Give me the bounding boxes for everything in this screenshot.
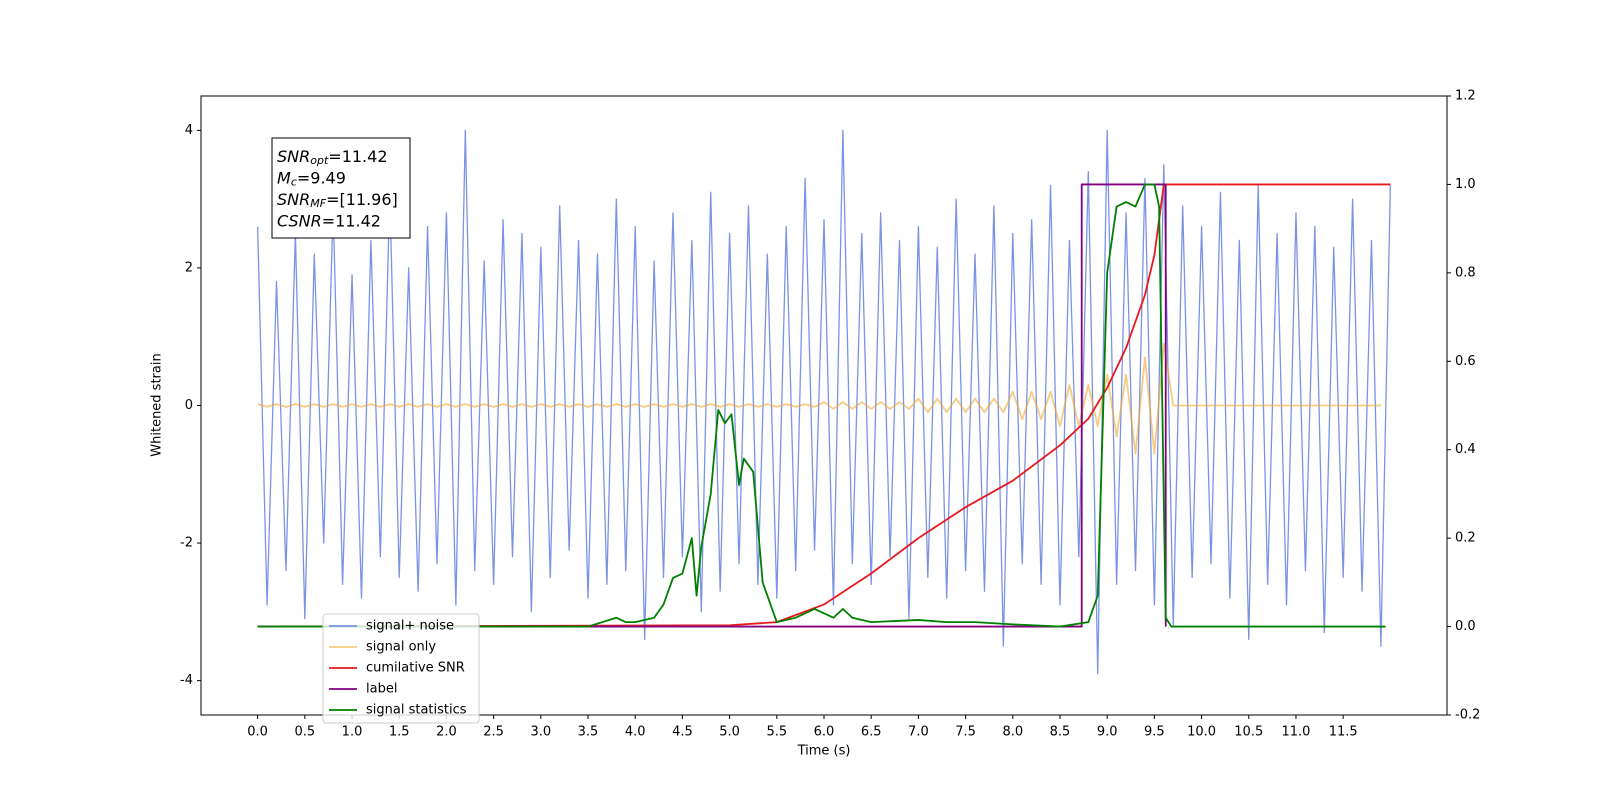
x-tick-label: 2.5 xyxy=(483,725,504,740)
annotation-text: =11.42 xyxy=(322,211,381,230)
x-tick-label: 6.0 xyxy=(814,725,835,740)
y-tick-label: -2 xyxy=(180,536,193,551)
y2-tick-label: 0.4 xyxy=(1455,442,1476,457)
legend: signal+ noise signal only cumilative SNR la… xyxy=(322,613,480,724)
annotation-sub: c xyxy=(291,176,297,189)
legend-label: label xyxy=(366,682,397,697)
x-tick-label: 8.0 xyxy=(1002,725,1023,740)
y-tick-label: 4 xyxy=(185,123,193,138)
annotation: SNRopt=11.42 xyxy=(277,147,388,168)
annotation-symbol: SNR xyxy=(277,190,310,209)
y2-tick-label: 1.0 xyxy=(1455,177,1476,192)
series-line xyxy=(257,183,1167,628)
y2-tick-label: -0.2 xyxy=(1455,708,1480,723)
annotation-box: SNRopt=11.42Mc=9.49SNRMF=[11.96]CSNR=11.… xyxy=(271,137,411,239)
x-tick-label: 7.0 xyxy=(908,725,929,740)
annotation-text: =9.49 xyxy=(297,168,346,187)
x-tick-label: 5.0 xyxy=(719,725,740,740)
x-tick-label: 9.0 xyxy=(1097,725,1118,740)
x-tick-label: 7.5 xyxy=(955,725,976,740)
x-tick-label: 3.0 xyxy=(530,725,551,740)
plot-area xyxy=(256,129,1392,675)
legend-frame xyxy=(322,613,480,724)
x-tick-label: 11.0 xyxy=(1281,725,1310,740)
x-tick-label: 10.5 xyxy=(1234,725,1263,740)
y2-tick-label: 0.2 xyxy=(1455,531,1476,546)
annotation-symbol: SNR xyxy=(277,147,310,166)
y-axis-label: Whitened strain xyxy=(150,353,165,456)
legend-label: cumilative SNR xyxy=(366,661,465,676)
annotation: CSNR=11.42 xyxy=(277,211,381,230)
series-line xyxy=(257,342,1381,455)
y-tick-label: 0 xyxy=(185,398,193,413)
x-tick-label: 1.0 xyxy=(342,725,363,740)
x-tick-label: 1.5 xyxy=(389,725,410,740)
x-tick-label: 6.5 xyxy=(861,725,882,740)
x-tick-label: 0.5 xyxy=(294,725,315,740)
legend-label: signal statistics xyxy=(366,703,467,718)
x-tick-label: 5.5 xyxy=(766,725,787,740)
y2-tick-label: 0.8 xyxy=(1455,265,1476,280)
x-tick-label: 2.0 xyxy=(436,725,457,740)
x-axis-label: Time (s) xyxy=(797,744,851,759)
x-tick-label: 4.0 xyxy=(625,725,646,740)
y2-tick-label: 0.0 xyxy=(1455,619,1476,634)
annotation-symbol: CSNR xyxy=(277,211,322,230)
annotation-sub: opt xyxy=(310,154,329,167)
x-tick-label: 9.5 xyxy=(1144,725,1165,740)
y-tick-label: 2 xyxy=(185,260,193,275)
annotation: SNRMF=[11.96] xyxy=(277,190,398,211)
series-line xyxy=(256,129,1392,675)
x-tick-label: 0.0 xyxy=(247,725,268,740)
annotation-sub: MF xyxy=(310,197,326,210)
annotation-symbol: M xyxy=(277,168,291,187)
legend-label: signal only xyxy=(366,640,436,655)
x-tick-label: 3.5 xyxy=(578,725,599,740)
y2-tick-label: 1.2 xyxy=(1455,89,1476,104)
y2-tick-label: 0.6 xyxy=(1455,354,1476,369)
annotation-text: =11.42 xyxy=(328,147,387,166)
x-tick-label: 4.5 xyxy=(672,725,693,740)
x-tick-label: 8.5 xyxy=(1050,725,1071,740)
series-line xyxy=(257,183,1391,628)
y-tick-label: -4 xyxy=(180,673,193,688)
annotation: Mc=9.49 xyxy=(277,168,346,189)
annotation-text: =[11.96] xyxy=(326,190,398,209)
x-tick-label: 10.0 xyxy=(1187,725,1216,740)
x-tick-label: 11.5 xyxy=(1329,725,1358,740)
series-line xyxy=(257,183,1386,628)
annotation-frame xyxy=(271,137,411,239)
legend-label: signal+ noise xyxy=(366,619,454,634)
